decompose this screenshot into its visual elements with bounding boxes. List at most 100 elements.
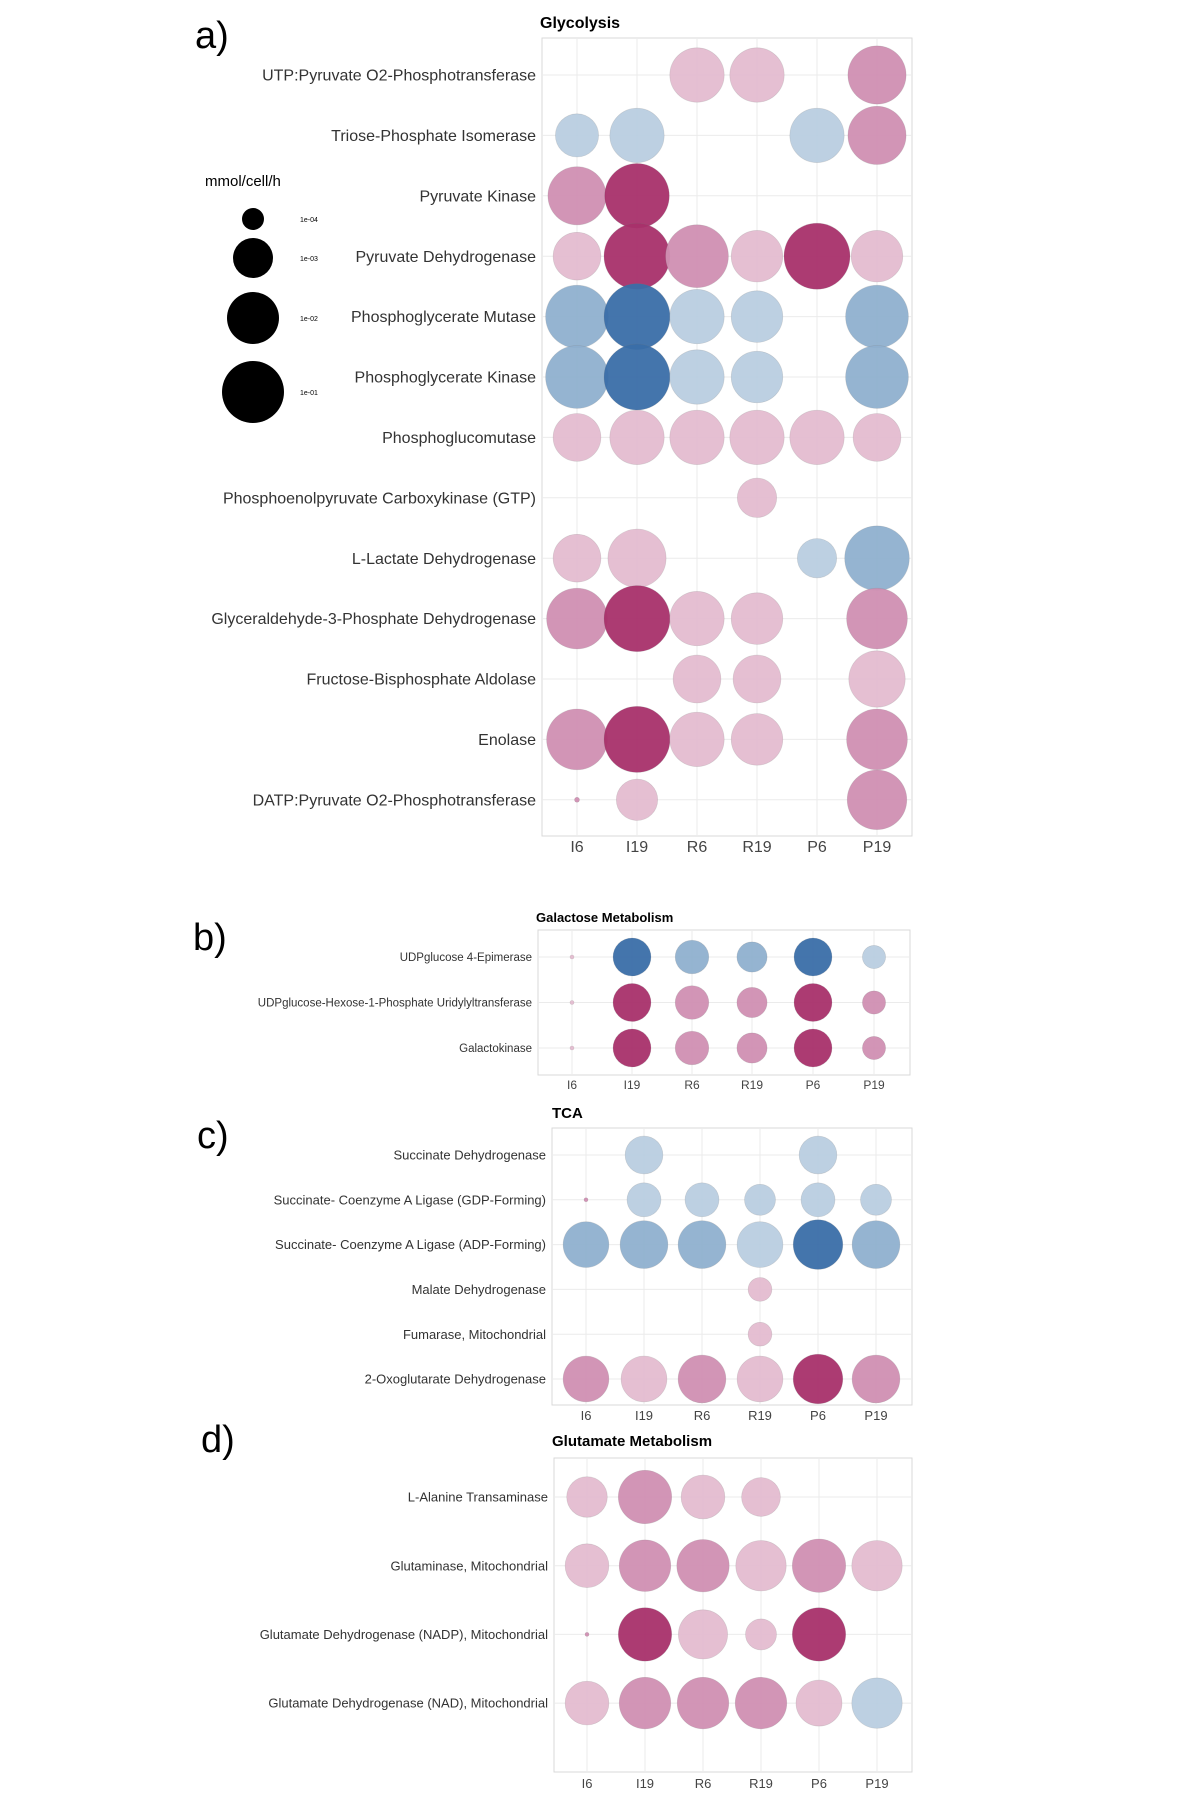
x-tick-label: P6 bbox=[811, 1776, 827, 1791]
bubble-succinate-dehydrogenase-p6 bbox=[798, 1135, 838, 1175]
row-label: Triose-Phosphate Isomerase bbox=[331, 128, 536, 145]
bubble-phosphoglucomutase-p6 bbox=[789, 409, 845, 465]
x-tick-label: R19 bbox=[741, 1078, 763, 1092]
row-label: Fructose-Bisphosphate Aldolase bbox=[307, 672, 537, 689]
panel-frame bbox=[551, 1127, 913, 1406]
bubble-phosphoglycerate-mutase-r6 bbox=[669, 289, 725, 345]
bubble-triose-phosphate-isomerase-i6 bbox=[555, 113, 599, 158]
bubble-udpglucose-4-epimerase-p6 bbox=[793, 937, 833, 977]
bubble-l-lactate-dehydrogenase-p6 bbox=[796, 538, 837, 579]
row-label: Glyceraldehyde-3-Phosphate Dehydrogenase bbox=[211, 611, 536, 628]
bubble-fructose-bisphosphate-aldolase-p19 bbox=[848, 650, 906, 708]
x-tick-label: P6 bbox=[806, 1078, 821, 1092]
bubble-glutamate-dehydrogenase-nadp-mitochondrial-p6 bbox=[791, 1607, 846, 1662]
bubble-udpglucose-hexose-1-phosphate-uridylyltransferase-p6 bbox=[793, 983, 833, 1022]
bubble-phosphoglycerate-mutase-i6 bbox=[545, 284, 609, 349]
legend-label-1e-03: 1e-03 bbox=[300, 256, 318, 263]
x-tick-label: R6 bbox=[695, 1776, 712, 1791]
bubble-glutamate-dehydrogenase-nadp-mitochondrial-r6 bbox=[678, 1609, 728, 1660]
bubble-phosphoglucomutase-i6 bbox=[552, 413, 602, 462]
bubble-glutamate-dehydrogenase-nad-mitochondrial-i6 bbox=[564, 1680, 610, 1726]
bubble-triose-phosphate-isomerase-p6 bbox=[789, 107, 845, 163]
row-label: Succinate- Coenzyme A Ligase (ADP-Formin… bbox=[275, 1237, 546, 1252]
bubble-succinate-coenzyme-a-ligase-adp-forming-i19 bbox=[619, 1220, 669, 1269]
bubble-succinate-coenzyme-a-ligase-gdp-forming-p6 bbox=[800, 1182, 836, 1218]
bubble-glutamate-dehydrogenase-nadp-mitochondrial-i19 bbox=[617, 1607, 672, 1662]
bubble-pyruvate-dehydrogenase-p6 bbox=[783, 222, 851, 290]
row-label: Galactokinase bbox=[459, 1043, 532, 1055]
bubble-udpglucose-4-epimerase-p19 bbox=[862, 945, 886, 969]
panel-tca: c) TCA I6 I19 R6 R19 P6 P19 Succinate Dehydrogen… bbox=[197, 1105, 913, 1423]
bubble-2-oxoglutarate-dehydrogenase-p6 bbox=[792, 1353, 844, 1405]
bubble-succinate-coenzyme-a-ligase-adp-forming-r6 bbox=[677, 1220, 727, 1269]
legend-label-1e-01: 1e-01 bbox=[300, 390, 318, 397]
bubble-glyceraldehyde-3-phosphate-dehydrogenase-r19 bbox=[730, 592, 784, 645]
bubble-glutamate-dehydrogenase-nad-mitochondrial-r6 bbox=[676, 1676, 730, 1730]
bubble-glutamate-dehydrogenase-nad-mitochondrial-p6 bbox=[795, 1679, 843, 1727]
x-tick-label: I19 bbox=[635, 1408, 653, 1423]
bubble-datp-pyruvate-o2-phosphotransferase-i19 bbox=[615, 778, 658, 821]
bubble-galactokinase-r6 bbox=[674, 1030, 710, 1066]
row-label: Glutamate Dehydrogenase (NAD), Mitochond… bbox=[268, 1696, 548, 1711]
panel-frame bbox=[553, 1457, 913, 1773]
bubble-galactokinase-r19 bbox=[736, 1032, 768, 1064]
bubble-succinate-coenzyme-a-ligase-gdp-forming-p19 bbox=[860, 1184, 892, 1216]
bubble-pyruvate-dehydrogenase-i6 bbox=[552, 232, 602, 281]
bubble-glyceraldehyde-3-phosphate-dehydrogenase-r6 bbox=[669, 591, 725, 647]
bubble-succinate-coenzyme-a-ligase-adp-forming-r19 bbox=[736, 1221, 784, 1268]
row-label: UTP:Pyruvate O2-Phosphotransferase bbox=[262, 68, 536, 85]
x-tick-label: R19 bbox=[742, 839, 771, 856]
x-tick-label: P19 bbox=[865, 1776, 888, 1791]
bubble-glutamate-dehydrogenase-nad-mitochondrial-r19 bbox=[734, 1676, 788, 1730]
panel-title: TCA bbox=[552, 1105, 583, 1122]
bubble-l-alanine-transaminase-i19 bbox=[617, 1470, 672, 1525]
bubble-glutaminase-mitochondrial-p19 bbox=[851, 1540, 903, 1592]
bubble-udpglucose-4-epimerase-i6 bbox=[569, 954, 575, 960]
bubble-pyruvate-kinase-i19 bbox=[604, 163, 670, 229]
row-label: Phosphoenolpyruvate Carboxykinase (GTP) bbox=[223, 490, 536, 507]
bubble-utp-pyruvate-o2-phosphotransferase-p19 bbox=[847, 45, 907, 105]
x-tick-label: I6 bbox=[582, 1776, 593, 1791]
row-label: Phosphoglycerate Mutase bbox=[351, 309, 536, 326]
bubble-enolase-i6 bbox=[546, 708, 608, 771]
bubble-succinate-coenzyme-a-ligase-adp-forming-i6 bbox=[562, 1221, 610, 1268]
bubble-phosphoglycerate-kinase-r6 bbox=[669, 349, 725, 405]
bubble-glutamate-dehydrogenase-nadp-mitochondrial-r19 bbox=[745, 1618, 777, 1651]
x-tick-label: I19 bbox=[624, 1078, 641, 1092]
bubble-enolase-p19 bbox=[846, 708, 908, 771]
bubble-glutaminase-mitochondrial-i6 bbox=[564, 1543, 610, 1588]
bubble-galactokinase-i6 bbox=[569, 1045, 575, 1051]
row-label: Pyruvate Dehydrogenase bbox=[355, 249, 536, 266]
bubble-l-lactate-dehydrogenase-p19 bbox=[844, 525, 910, 591]
row-label: UDPglucose 4-Epimerase bbox=[400, 952, 532, 964]
x-tick-label: R19 bbox=[748, 1408, 772, 1423]
bubble-glutamate-dehydrogenase-nad-mitochondrial-p19 bbox=[851, 1677, 903, 1729]
bubble-utp-pyruvate-o2-phosphotransferase-r19 bbox=[729, 47, 785, 103]
bubble-l-alanine-transaminase-r19 bbox=[741, 1477, 781, 1517]
bubble-triose-phosphate-isomerase-i19 bbox=[609, 107, 665, 163]
bubble-glutamate-dehydrogenase-nadp-mitochondrial-i6 bbox=[584, 1632, 590, 1637]
panel-label: d) bbox=[201, 1419, 235, 1461]
bubble-udpglucose-4-epimerase-i19 bbox=[612, 937, 652, 977]
bubble-utp-pyruvate-o2-phosphotransferase-r6 bbox=[669, 47, 725, 103]
legend-circle-1e-04 bbox=[242, 208, 264, 230]
bubble-enolase-r6 bbox=[669, 711, 725, 767]
x-tick-label: I6 bbox=[570, 839, 583, 856]
bubble-succinate-coenzyme-a-ligase-gdp-forming-r19 bbox=[744, 1184, 776, 1216]
bubble-enolase-i19 bbox=[603, 706, 671, 773]
x-tick-label: P6 bbox=[810, 1408, 826, 1423]
x-tick-label: R6 bbox=[694, 1408, 711, 1423]
bubble-galactokinase-i19 bbox=[612, 1028, 652, 1068]
bubble-l-alanine-transaminase-i6 bbox=[566, 1476, 608, 1518]
panel-title: Galactose Metabolism bbox=[536, 910, 673, 925]
x-tick-label: I6 bbox=[581, 1408, 592, 1423]
legend-circle-1e-01 bbox=[222, 361, 284, 423]
bubble-udpglucose-hexose-1-phosphate-uridylyltransferase-i19 bbox=[612, 983, 652, 1022]
bubble-2-oxoglutarate-dehydrogenase-p19 bbox=[851, 1354, 901, 1404]
bubble-2-oxoglutarate-dehydrogenase-r19 bbox=[736, 1355, 784, 1403]
bubble-succinate-dehydrogenase-i19 bbox=[624, 1135, 664, 1175]
bubble-phosphoglycerate-mutase-p19 bbox=[845, 284, 909, 349]
row-label: DATP:Pyruvate O2-Phosphotransferase bbox=[253, 792, 536, 809]
x-tick-label: I6 bbox=[567, 1078, 577, 1092]
row-label: 2-Oxoglutarate Dehydrogenase bbox=[365, 1372, 546, 1387]
